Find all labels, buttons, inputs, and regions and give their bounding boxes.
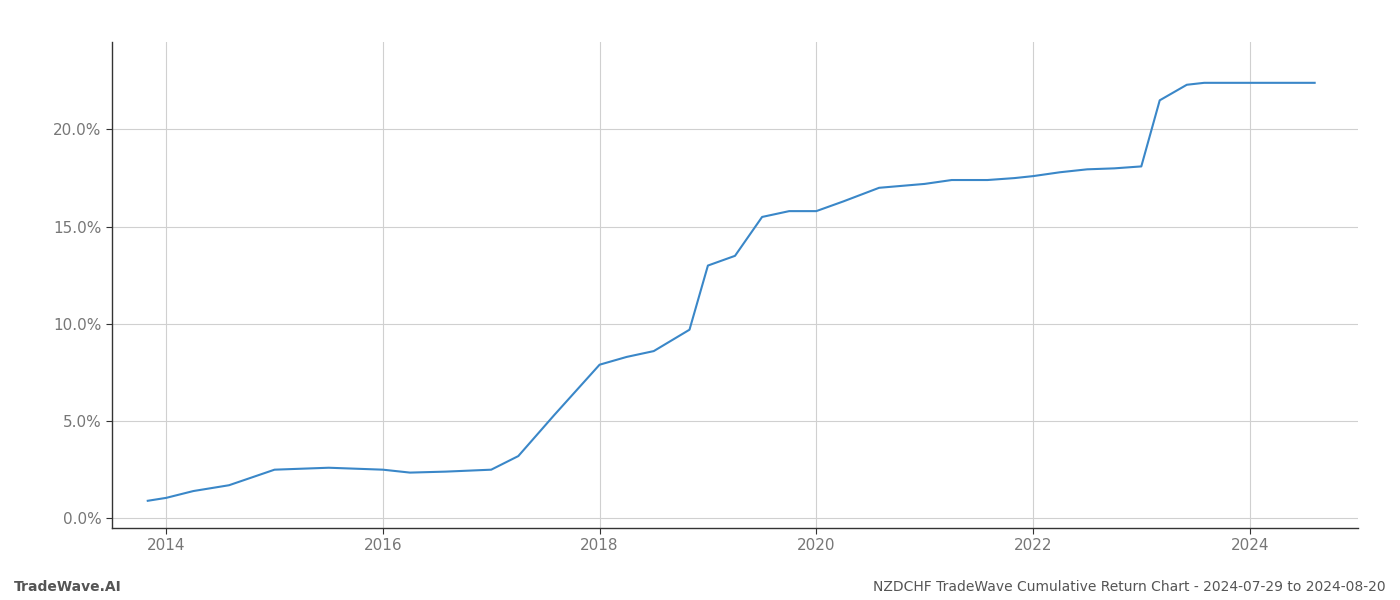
Text: NZDCHF TradeWave Cumulative Return Chart - 2024-07-29 to 2024-08-20: NZDCHF TradeWave Cumulative Return Chart… xyxy=(874,580,1386,594)
Text: TradeWave.AI: TradeWave.AI xyxy=(14,580,122,594)
